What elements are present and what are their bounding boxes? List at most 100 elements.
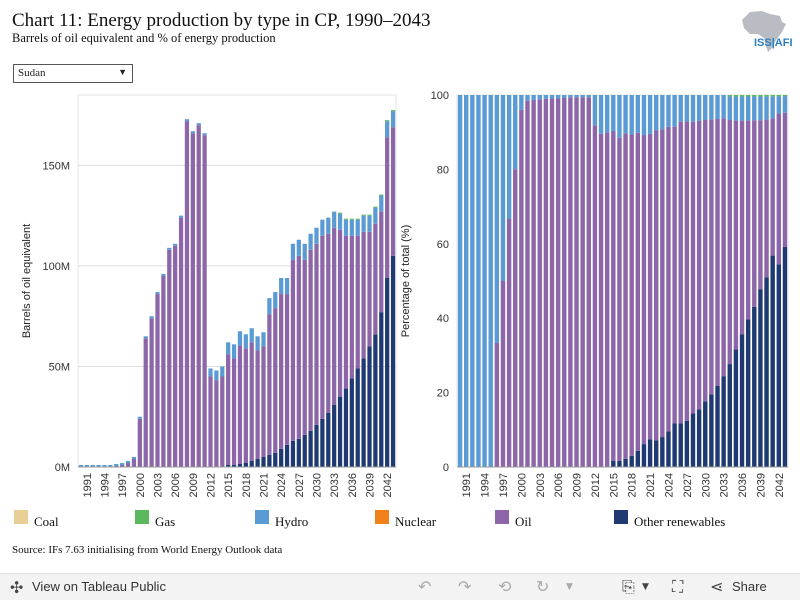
y-axis-label: Percentage of total (%) (400, 225, 412, 338)
bar-hydro-2014 (220, 366, 225, 377)
bar-oil-2031 (709, 119, 714, 395)
bar-oil-2014 (220, 376, 225, 467)
bar-hydro-2006 (173, 243, 178, 246)
bar-oil-2007 (178, 217, 184, 467)
y-tick-label: 60 (437, 239, 449, 251)
fullscreen-icon[interactable]: ⛶ (672, 577, 684, 596)
bar-hydro-2039 (758, 96, 763, 121)
bar-other-renewables-2040 (373, 334, 378, 467)
bar-other-renewables-2030 (703, 401, 708, 467)
bar-hydro-2030 (703, 95, 708, 121)
bar-hydro-2012 (592, 95, 598, 126)
x-tick-label: 2027 (682, 473, 694, 497)
bar-other-renewables-2036 (739, 334, 745, 467)
download-icon[interactable]: ⎘ (622, 577, 635, 596)
bar-other-renewables-2015 (611, 461, 616, 467)
bar-other-renewables-2039 (758, 289, 763, 467)
redo-icon[interactable]: ↷ (458, 577, 472, 596)
bar-other-renewables-2031 (709, 394, 714, 467)
bar-hydro-2021 (647, 95, 653, 134)
chevron-down-icon: ▼ (118, 67, 127, 77)
bar-hydro-1993 (96, 464, 101, 467)
bar-oil-2013 (214, 380, 219, 467)
bar-other-renewables-2023 (273, 452, 278, 467)
bar-oil-2030 (703, 120, 708, 402)
bar-oil-2009 (574, 97, 579, 468)
bar-other-renewables-2018 (243, 462, 248, 467)
country-dropdown[interactable]: Sudan ▼ (13, 64, 133, 83)
refresh-icon[interactable]: ↻ (536, 577, 550, 596)
bar-hydro-1999 (131, 456, 137, 459)
bar-hydro-2009 (190, 131, 195, 134)
bar-other-renewables-2034 (727, 364, 732, 467)
bar-oil-2029 (308, 249, 313, 431)
revert-icon[interactable]: ⟲ (498, 577, 512, 596)
bar-hydro-2007 (562, 95, 567, 98)
bar-oil-2034 (727, 119, 732, 365)
country-dropdown-value: Sudan (18, 67, 46, 79)
bar-hydro-2013 (598, 95, 604, 134)
share-button[interactable]: Share (732, 579, 767, 594)
legend-swatch (614, 510, 628, 524)
bar-oil-2042 (776, 113, 782, 265)
bar-hydro-2034 (337, 213, 343, 230)
bar-oil-2042 (385, 137, 390, 278)
legend-swatch (14, 510, 28, 524)
bar-other-renewables-2021 (261, 456, 266, 467)
chart-title: Chart 11: Energy production by type in C… (12, 10, 431, 31)
legend-swatch (135, 510, 149, 524)
bar-hydro-2008 (184, 119, 190, 122)
bar-other-renewables-2042 (776, 264, 782, 467)
bar-other-renewables-2025 (672, 423, 677, 467)
y-tick-label: 0M (55, 462, 70, 474)
bar-hydro-1995 (108, 464, 113, 467)
view-on-tableau-link[interactable]: View on Tableau Public (32, 579, 166, 594)
bar-hydro-2019 (635, 95, 641, 133)
bar-other-renewables-2025 (284, 444, 290, 467)
bar-oil-2025 (284, 294, 290, 445)
download-menu-chevron-icon[interactable]: ▼ (642, 582, 649, 592)
source-note: Source: IFs 7.63 initialising from World… (12, 544, 283, 556)
share-icon[interactable]: ⋖ (710, 577, 724, 596)
legend-label: Hydro (275, 514, 309, 529)
bar-oil-2035 (343, 235, 349, 389)
bar-oil-2003 (537, 99, 542, 467)
y-tick-label: 0 (443, 462, 449, 474)
bar-hydro-2035 (733, 96, 739, 121)
bar-hydro-1999 (513, 95, 518, 170)
undo-icon[interactable]: ↶ (418, 577, 432, 596)
bar-other-renewables-2039 (367, 346, 372, 467)
bar-oil-2026 (290, 259, 296, 441)
bar-oil-2041 (770, 118, 775, 256)
bar-hydro-2037 (355, 219, 360, 236)
bar-other-renewables-2038 (752, 306, 757, 467)
bar-oil-2024 (279, 294, 284, 449)
bar-other-renewables-2042 (385, 277, 390, 467)
bar-gas-2038 (752, 95, 757, 97)
bar-other-renewables-2029 (696, 409, 702, 467)
bar-hydro-2010 (580, 95, 585, 98)
bar-oil-2006 (173, 245, 178, 467)
bar-other-renewables-2024 (666, 431, 671, 467)
refresh-menu-chevron-icon[interactable]: ▼ (566, 582, 573, 592)
bar-gas-2036 (739, 95, 745, 97)
bar-hydro-2041 (770, 96, 775, 119)
bar-hydro-2038 (752, 96, 757, 121)
bar-oil-2037 (355, 235, 360, 369)
bar-oil-2012 (208, 376, 213, 467)
bar-hydro-2008 (568, 95, 573, 98)
bar-hydro-2015 (226, 342, 231, 355)
bar-hydro-2017 (237, 331, 243, 346)
plot-area (456, 94, 789, 468)
y-tick-label: 150M (42, 160, 70, 172)
bar-other-renewables-2021 (647, 439, 653, 467)
bar-other-renewables-2036 (349, 378, 354, 467)
bar-oil-2018 (629, 134, 634, 456)
bar-other-renewables-2029 (308, 430, 313, 467)
bar-hydro-2020 (255, 336, 260, 351)
bar-hydro-2036 (349, 219, 354, 236)
x-tick-label: 2036 (347, 473, 359, 497)
bar-gas-2035 (343, 218, 349, 220)
legend-label: Gas (155, 514, 176, 529)
bar-oil-1997 (500, 281, 506, 467)
